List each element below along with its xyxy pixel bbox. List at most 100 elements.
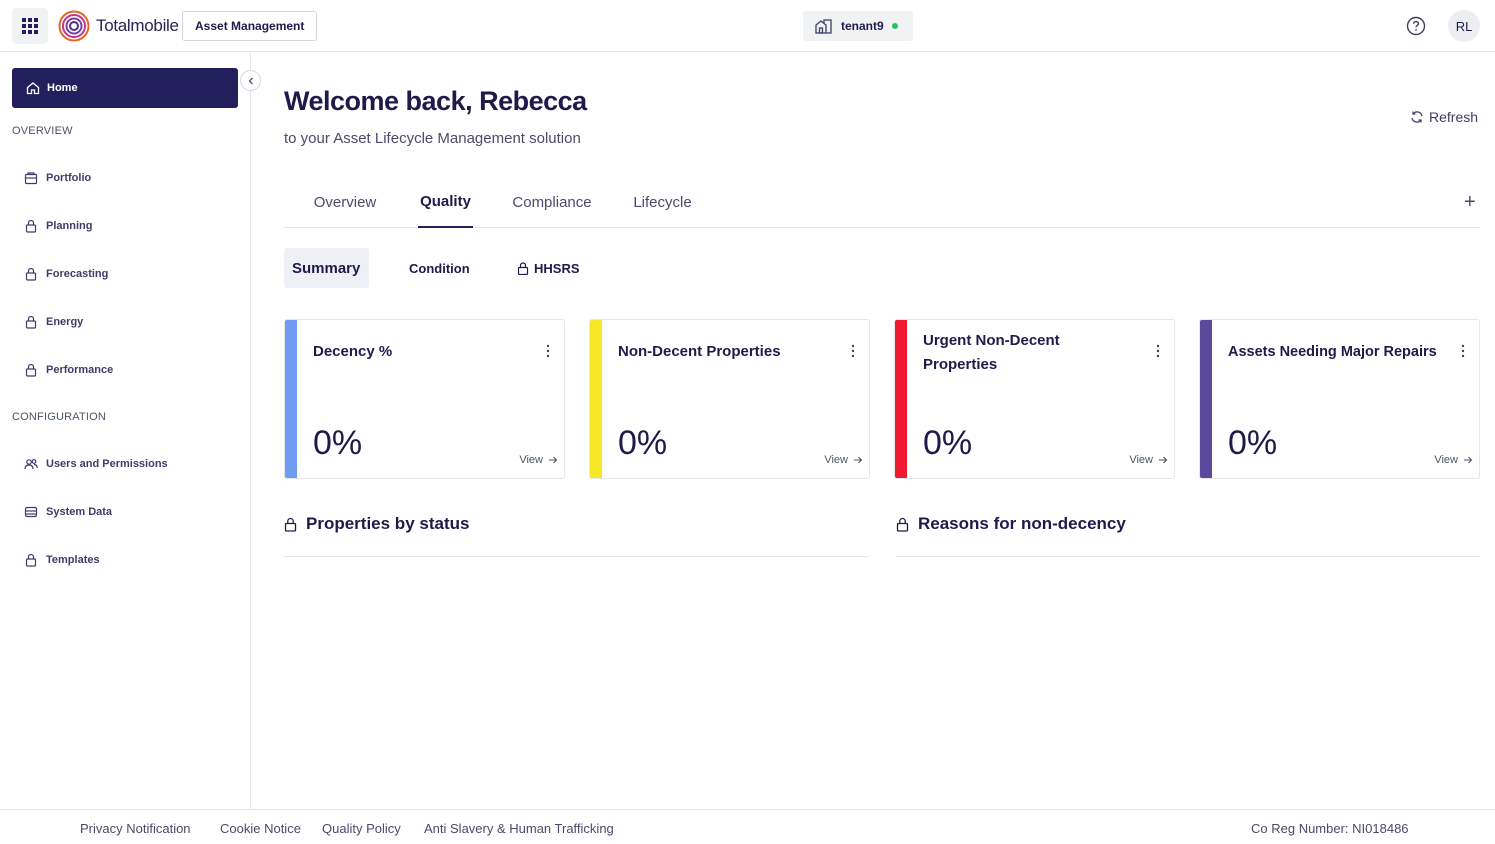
sidebar-collapse-button[interactable] (240, 70, 261, 91)
user-avatar[interactable]: RL (1448, 10, 1480, 42)
page-title: Welcome back, Rebecca (284, 86, 587, 116)
panel-title: Properties by status (306, 514, 470, 533)
more-vertical-icon[interactable] (544, 344, 552, 358)
main-content: Welcome back, Rebecca to your Asset Life… (252, 52, 1495, 809)
card-view-link[interactable]: View (1434, 454, 1473, 466)
card-value: 0% (313, 424, 363, 462)
card-title: Assets Needing Major Repairs (1228, 344, 1437, 360)
sidebar-item-energy[interactable]: Energy (24, 312, 83, 332)
add-tab-button[interactable]: + (1464, 191, 1476, 213)
sidebar-item-label: Home (47, 82, 78, 94)
lock-icon (25, 315, 37, 329)
sidebar-item-label: Planning (46, 220, 93, 232)
arrow-right-icon (854, 456, 863, 464)
tab-compliance[interactable]: Compliance (512, 194, 592, 211)
lock-icon (25, 267, 37, 281)
footer-link-anti-slavery[interactable]: Anti Slavery & Human Trafficking (424, 821, 614, 836)
card-view-link[interactable]: View (824, 454, 863, 466)
footer-link-privacy[interactable]: Privacy Notification (80, 821, 191, 836)
database-icon (24, 506, 38, 518)
card-title: Urgent Non-Decent Properties (923, 332, 1060, 373)
sidebar-item-label: Portfolio (46, 172, 92, 184)
lock-icon (25, 553, 37, 567)
sidebar-item-label: Templates (46, 554, 100, 566)
tenant-status-dot (891, 23, 898, 29)
more-vertical-icon[interactable] (1459, 344, 1467, 358)
tab-quality[interactable]: Quality (418, 177, 473, 228)
home-icon (26, 82, 40, 95)
more-vertical-icon[interactable] (1154, 344, 1162, 358)
panel-properties-by-status: Properties by status (284, 514, 868, 557)
sidebar-item-system-data[interactable]: System Data (24, 502, 112, 522)
sidebar-item-label: Performance (46, 364, 114, 376)
arrow-right-icon (1159, 456, 1168, 464)
subtab-condition[interactable]: Condition (409, 260, 470, 276)
kpi-card-decency: Decency % 0% View (284, 319, 565, 479)
card-view-link[interactable]: View (1129, 454, 1168, 466)
sidebar: Home OVERVIEW Portfolio Planning Forecas… (0, 52, 251, 809)
refresh-button[interactable]: Refresh (1410, 109, 1478, 125)
lock-icon (896, 517, 909, 532)
lock-icon (25, 219, 37, 233)
sidebar-item-label: Forecasting (46, 268, 109, 280)
tab-bar: Overview Quality Compliance Lifecycle + (284, 177, 1480, 228)
sidebar-item-portfolio[interactable]: Portfolio (24, 168, 91, 188)
users-icon (24, 459, 38, 470)
lock-icon (284, 517, 297, 532)
card-accent (590, 320, 602, 478)
help-icon[interactable] (1406, 16, 1426, 36)
lock-icon (25, 363, 37, 377)
building-icon (815, 19, 832, 34)
sidebar-item-label: System Data (46, 506, 113, 518)
sidebar-item-home[interactable]: Home (12, 68, 238, 108)
subtab-hhsrs[interactable]: HHSRS (517, 248, 580, 288)
app-launcher-button[interactable] (12, 8, 48, 44)
card-title: Non-Decent Properties (618, 343, 781, 360)
configuration-section-label: CONFIGURATION (12, 411, 107, 423)
totalmobile-logo[interactable]: Totalmobile (58, 10, 179, 42)
card-view-link[interactable]: View (519, 454, 558, 466)
card-accent (1200, 320, 1212, 478)
card-value: 0% (1228, 424, 1278, 462)
tab-overview[interactable]: Overview (313, 194, 377, 211)
view-label: View (824, 454, 848, 466)
tab-lifecycle[interactable]: Lifecycle (633, 194, 692, 211)
footer-link-cookie[interactable]: Cookie Notice (220, 821, 301, 836)
kpi-card-non-decent: Non-Decent Properties 0% View (589, 319, 870, 479)
panel-reasons-for-non-decency: Reasons for non-decency (896, 514, 1480, 557)
card-value: 0% (618, 424, 668, 462)
arrow-right-icon (549, 456, 558, 464)
spiral-logo-icon (58, 10, 90, 42)
kpi-card-major-repairs: Assets Needing Major Repairs 0% View (1199, 319, 1480, 479)
view-label: View (519, 454, 543, 466)
sidebar-item-planning[interactable]: Planning (24, 216, 92, 236)
more-vertical-icon[interactable] (849, 344, 857, 358)
subtab-label: HHSRS (534, 260, 580, 276)
sidebar-item-label: Users and Permissions (46, 458, 168, 470)
tenant-selector[interactable]: tenant9 (803, 11, 913, 41)
overview-section-label: OVERVIEW (12, 125, 73, 137)
footer-link-quality-policy[interactable]: Quality Policy (322, 821, 401, 836)
logo-text: Totalmobile (96, 16, 179, 35)
card-value: 0% (923, 424, 973, 462)
arrow-right-icon (1464, 456, 1473, 464)
portfolio-icon (24, 172, 38, 185)
chevron-left-icon (248, 77, 253, 84)
subtab-summary[interactable]: Summary (284, 248, 369, 288)
panel-title: Reasons for non-decency (918, 514, 1126, 533)
card-accent (285, 320, 297, 478)
top-bar: Totalmobile Asset Management tenant9 RL (0, 0, 1495, 52)
company-registration: Co Reg Number: NI018486 (1251, 821, 1409, 836)
card-title: Decency % (313, 343, 393, 360)
grid-icon (22, 18, 38, 34)
product-switcher[interactable]: Asset Management (182, 11, 318, 41)
card-accent (895, 320, 907, 478)
page-subtitle: to your Asset Lifecycle Management solut… (284, 130, 581, 147)
sidebar-item-forecasting[interactable]: Forecasting (24, 264, 108, 284)
sidebar-item-templates[interactable]: Templates (24, 550, 100, 570)
view-label: View (1434, 454, 1458, 466)
sidebar-item-performance[interactable]: Performance (24, 360, 113, 380)
sidebar-item-users-and-permissions[interactable]: Users and Permissions (24, 454, 168, 474)
sidebar-item-label: Energy (46, 316, 84, 328)
view-label: View (1129, 454, 1153, 466)
